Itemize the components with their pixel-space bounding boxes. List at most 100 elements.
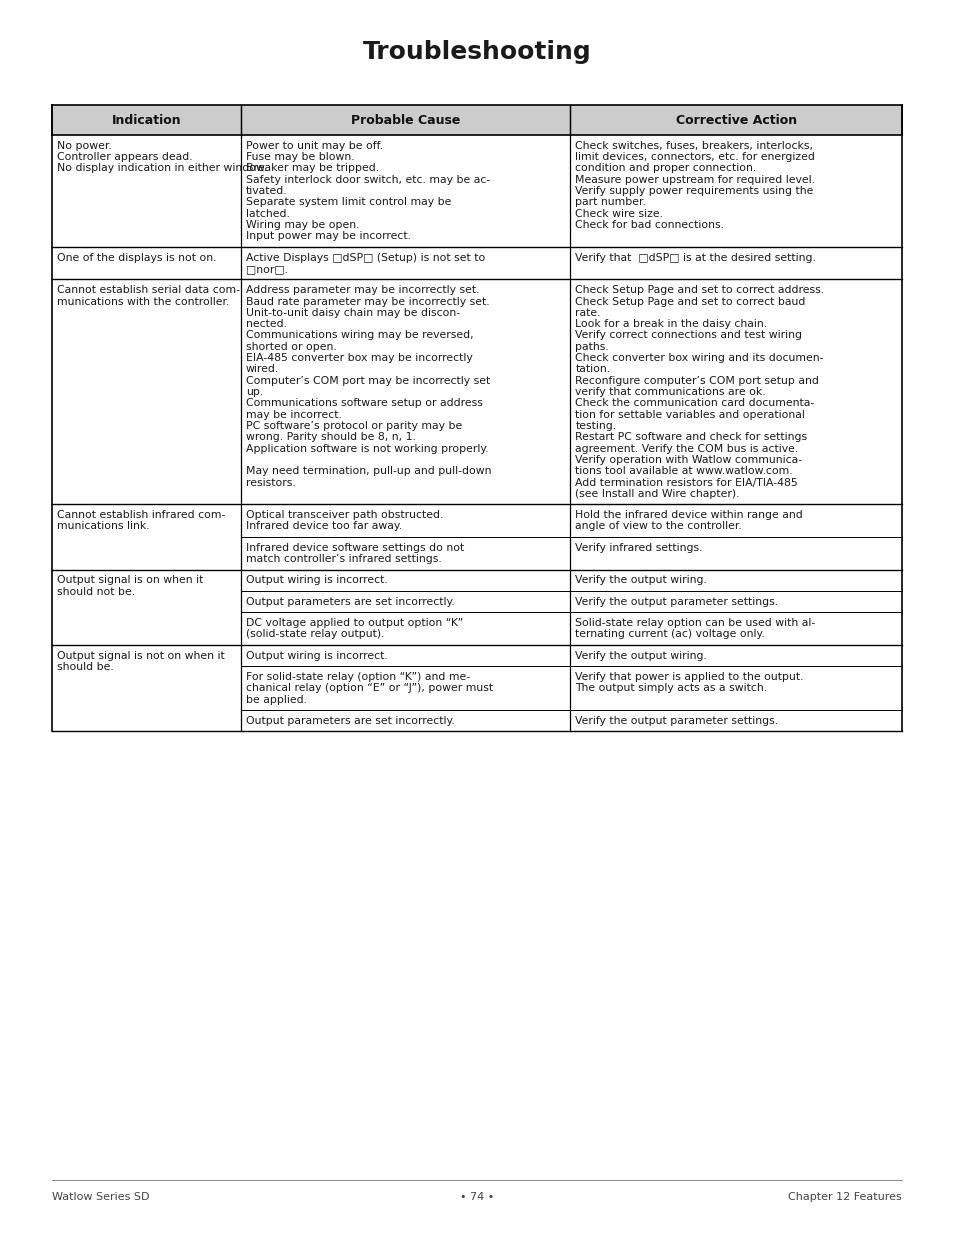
Text: Check Setup Page and set to correct baud: Check Setup Page and set to correct baud: [575, 296, 805, 306]
Text: Verify that power is applied to the output.: Verify that power is applied to the outp…: [575, 672, 803, 682]
Text: resistors.: resistors.: [246, 478, 295, 488]
Text: match controller’s infrared settings.: match controller’s infrared settings.: [246, 555, 441, 564]
Text: Fuse may be blown.: Fuse may be blown.: [246, 152, 354, 162]
Text: Troubleshooting: Troubleshooting: [362, 40, 591, 64]
Text: Verify infrared settings.: Verify infrared settings.: [575, 542, 702, 553]
Text: No display indication in either window.: No display indication in either window.: [57, 163, 267, 173]
Text: Check for bad connections.: Check for bad connections.: [575, 220, 723, 230]
Text: Measure power upstream for required level.: Measure power upstream for required leve…: [575, 174, 815, 185]
Text: Hold the infrared device within range and: Hold the infrared device within range an…: [575, 510, 802, 520]
Text: testing.: testing.: [575, 421, 616, 431]
Text: Output parameters are set incorrectly.: Output parameters are set incorrectly.: [246, 716, 454, 726]
Text: Computer’s COM port may be incorrectly set: Computer’s COM port may be incorrectly s…: [246, 375, 490, 385]
Text: Verify the output parameter settings.: Verify the output parameter settings.: [575, 716, 778, 726]
Text: For solid-state relay (option “K”) and me-: For solid-state relay (option “K”) and m…: [246, 672, 469, 682]
Text: Baud rate parameter may be incorrectly set.: Baud rate parameter may be incorrectly s…: [246, 296, 489, 306]
Text: Solid-state relay option can be used with al-: Solid-state relay option can be used wit…: [575, 618, 815, 627]
Text: latched.: latched.: [246, 209, 290, 219]
Text: paths.: paths.: [575, 342, 609, 352]
Text: Optical transceiver path obstructed.: Optical transceiver path obstructed.: [246, 510, 442, 520]
Text: Infrared device too far away.: Infrared device too far away.: [246, 521, 401, 531]
Bar: [52, 105, 901, 135]
Text: tivated.: tivated.: [246, 186, 287, 196]
Text: Active Displays □dSP□ (Setup) is not set to: Active Displays □dSP□ (Setup) is not set…: [246, 253, 484, 263]
Text: Watlow Series SD: Watlow Series SD: [52, 1192, 150, 1202]
Text: Restart PC software and check for settings: Restart PC software and check for settin…: [575, 432, 807, 442]
Text: Verify operation with Watlow communica-: Verify operation with Watlow communica-: [575, 454, 801, 464]
Text: Check converter box wiring and its documen-: Check converter box wiring and its docum…: [575, 353, 823, 363]
Text: • 74 •: • 74 •: [459, 1192, 494, 1202]
Text: Corrective Action: Corrective Action: [675, 114, 796, 126]
Text: munications with the controller.: munications with the controller.: [57, 296, 229, 306]
Text: Look for a break in the daisy chain.: Look for a break in the daisy chain.: [575, 319, 767, 330]
Text: tion for settable variables and operational: tion for settable variables and operatio…: [575, 410, 804, 420]
Text: should not be.: should not be.: [57, 587, 135, 597]
Text: tions tool available at www.watlow.com.: tions tool available at www.watlow.com.: [575, 466, 792, 477]
Text: Output wiring is incorrect.: Output wiring is incorrect.: [246, 576, 387, 585]
Text: (see Install and Wire chapter).: (see Install and Wire chapter).: [575, 489, 740, 499]
Text: May need termination, pull-up and pull-down: May need termination, pull-up and pull-d…: [246, 466, 491, 477]
Text: Infrared device software settings do not: Infrared device software settings do not: [246, 542, 463, 553]
Text: Check switches, fuses, breakers, interlocks,: Check switches, fuses, breakers, interlo…: [575, 141, 813, 151]
Text: Verify the output wiring.: Verify the output wiring.: [575, 651, 706, 661]
Text: Cannot establish serial data com-: Cannot establish serial data com-: [57, 285, 240, 295]
Text: Wiring may be open.: Wiring may be open.: [246, 220, 359, 230]
Text: □nor□.: □nor□.: [246, 264, 288, 274]
Text: shorted or open.: shorted or open.: [246, 342, 336, 352]
Text: Probable Cause: Probable Cause: [351, 114, 459, 126]
Text: Verify the output wiring.: Verify the output wiring.: [575, 576, 706, 585]
Text: Verify that  □dSP□ is at the desired setting.: Verify that □dSP□ is at the desired sett…: [575, 253, 816, 263]
Text: chanical relay (option “E” or “J”), power must: chanical relay (option “E” or “J”), powe…: [246, 683, 493, 693]
Text: DC voltage applied to output option “K”: DC voltage applied to output option “K”: [246, 618, 462, 627]
Text: Indication: Indication: [112, 114, 181, 126]
Text: Verify supply power requirements using the: Verify supply power requirements using t…: [575, 186, 813, 196]
Text: Application software is not working properly.: Application software is not working prop…: [246, 443, 488, 453]
Text: Output parameters are set incorrectly.: Output parameters are set incorrectly.: [246, 597, 454, 606]
Text: EIA-485 converter box may be incorrectly: EIA-485 converter box may be incorrectly: [246, 353, 472, 363]
Text: Check the communication card documenta-: Check the communication card documenta-: [575, 399, 814, 409]
Text: limit devices, connectors, etc. for energized: limit devices, connectors, etc. for ener…: [575, 152, 815, 162]
Text: agreement. Verify the COM bus is active.: agreement. Verify the COM bus is active.: [575, 443, 798, 453]
Text: wrong. Parity should be 8, n, 1.: wrong. Parity should be 8, n, 1.: [246, 432, 416, 442]
Text: Input power may be incorrect.: Input power may be incorrect.: [246, 231, 411, 241]
Text: Reconfigure computer’s COM port setup and: Reconfigure computer’s COM port setup an…: [575, 375, 819, 385]
Text: The output simply acts as a switch.: The output simply acts as a switch.: [575, 683, 767, 693]
Text: Power to unit may be off.: Power to unit may be off.: [246, 141, 382, 151]
Text: Separate system limit control may be: Separate system limit control may be: [246, 198, 451, 207]
Text: No power.: No power.: [57, 141, 112, 151]
Text: rate.: rate.: [575, 308, 600, 317]
Text: Verify the output parameter settings.: Verify the output parameter settings.: [575, 597, 778, 606]
Text: Output wiring is incorrect.: Output wiring is incorrect.: [246, 651, 387, 661]
Text: Safety interlock door switch, etc. may be ac-: Safety interlock door switch, etc. may b…: [246, 174, 490, 185]
Text: Check Setup Page and set to correct address.: Check Setup Page and set to correct addr…: [575, 285, 823, 295]
Text: Cannot establish infrared com-: Cannot establish infrared com-: [57, 510, 225, 520]
Text: be applied.: be applied.: [246, 694, 306, 704]
Text: Communications wiring may be reversed,: Communications wiring may be reversed,: [246, 331, 473, 341]
Text: Address parameter may be incorrectly set.: Address parameter may be incorrectly set…: [246, 285, 478, 295]
Text: angle of view to the controller.: angle of view to the controller.: [575, 521, 741, 531]
Text: verify that communications are ok.: verify that communications are ok.: [575, 387, 765, 396]
Text: Verify correct connections and test wiring: Verify correct connections and test wiri…: [575, 331, 801, 341]
Text: may be incorrect.: may be incorrect.: [246, 410, 341, 420]
Text: Chapter 12 Features: Chapter 12 Features: [787, 1192, 901, 1202]
Text: up.: up.: [246, 387, 263, 396]
Text: should be.: should be.: [57, 662, 113, 672]
Text: Breaker may be tripped.: Breaker may be tripped.: [246, 163, 378, 173]
Text: Output signal is not on when it: Output signal is not on when it: [57, 651, 225, 661]
Text: part number.: part number.: [575, 198, 646, 207]
Text: munications link.: munications link.: [57, 521, 150, 531]
Text: wired.: wired.: [246, 364, 278, 374]
Text: Unit-to-unit daisy chain may be discon-: Unit-to-unit daisy chain may be discon-: [246, 308, 459, 317]
Text: nected.: nected.: [246, 319, 287, 330]
Text: Add termination resistors for EIA/TIA-485: Add termination resistors for EIA/TIA-48…: [575, 478, 798, 488]
Text: Check wire size.: Check wire size.: [575, 209, 662, 219]
Text: PC software’s protocol or parity may be: PC software’s protocol or parity may be: [246, 421, 461, 431]
Text: Output signal is on when it: Output signal is on when it: [57, 576, 203, 585]
Text: Controller appears dead.: Controller appears dead.: [57, 152, 193, 162]
Text: One of the displays is not on.: One of the displays is not on.: [57, 253, 216, 263]
Text: Communications software setup or address: Communications software setup or address: [246, 399, 482, 409]
Text: ternating current (ac) voltage only.: ternating current (ac) voltage only.: [575, 630, 764, 640]
Text: (solid-state relay output).: (solid-state relay output).: [246, 630, 384, 640]
Text: tation.: tation.: [575, 364, 610, 374]
Text: condition and proper connection.: condition and proper connection.: [575, 163, 756, 173]
